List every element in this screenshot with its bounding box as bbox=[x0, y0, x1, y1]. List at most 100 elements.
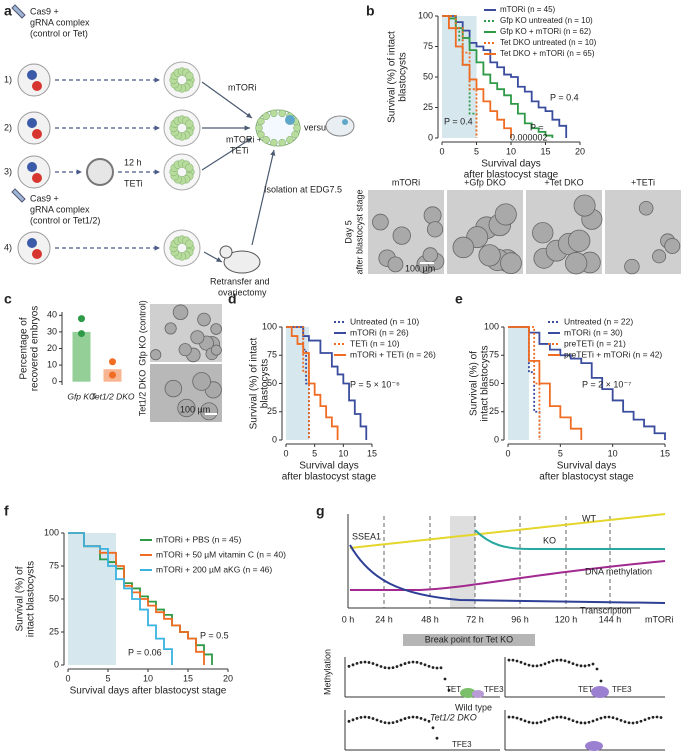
cell bbox=[255, 124, 263, 132]
methyl-dot bbox=[423, 718, 427, 722]
methyl-dot bbox=[527, 663, 531, 667]
legend-label: mTORi + PBS (n = 45) bbox=[156, 534, 242, 544]
methyl-dot bbox=[555, 658, 559, 662]
legend-label: preTETi (n = 21) bbox=[564, 338, 626, 348]
methyl-dot bbox=[435, 736, 439, 740]
x-tick-label: 5 bbox=[105, 673, 110, 683]
guide-text: Cas9 + bbox=[30, 193, 59, 203]
methyl-dot bbox=[535, 664, 539, 668]
methylation-axis: Methylation bbox=[322, 649, 332, 695]
row-label: 2) bbox=[4, 122, 12, 132]
arrow-head bbox=[246, 138, 252, 144]
methyl-dot bbox=[407, 716, 411, 719]
y-tick-label: 40 bbox=[47, 310, 57, 320]
methyl-dot bbox=[351, 663, 355, 667]
guide-text: (control or Tet1/2) bbox=[30, 215, 100, 225]
methyl-dot bbox=[639, 719, 643, 723]
y-axis-label: Survival (%) of intact bbox=[249, 337, 260, 429]
image-label: +Gfp DKO bbox=[464, 177, 506, 187]
y-axis-label: blastocysts bbox=[260, 359, 271, 408]
x-tick-label: 5 bbox=[474, 146, 479, 156]
embryo-image bbox=[172, 304, 189, 321]
x-tick-label: Tet1/2 DKO bbox=[90, 391, 134, 401]
panel-label: f bbox=[4, 503, 9, 519]
methyl-dot bbox=[411, 660, 415, 664]
y-tick-label: 0 bbox=[272, 434, 277, 444]
methyl-dot bbox=[599, 716, 603, 720]
tfe3-protein bbox=[585, 741, 603, 751]
x-tick-label: 0 bbox=[439, 146, 444, 156]
treatment-text: mTORi + bbox=[226, 134, 262, 144]
methyl-dot bbox=[355, 716, 359, 720]
x-tick-label: 5 bbox=[312, 448, 317, 458]
methyl-dot bbox=[659, 716, 663, 719]
embryo-image bbox=[197, 312, 211, 327]
tet-protein bbox=[460, 688, 476, 698]
x-tick-label: 10 bbox=[608, 448, 618, 458]
methyl-dot bbox=[387, 721, 391, 725]
annotation: P = 0.5 bbox=[200, 630, 229, 640]
embryo-image bbox=[567, 229, 591, 253]
tfe3-protein bbox=[472, 690, 484, 698]
time-tick-label: 0 h bbox=[342, 614, 355, 624]
survival-curve bbox=[286, 326, 368, 440]
embryo-image bbox=[423, 206, 442, 225]
treatment-text: mTORi bbox=[228, 82, 256, 92]
cell bbox=[293, 124, 301, 132]
methyl-dot bbox=[427, 719, 431, 723]
methyl-dot bbox=[407, 661, 411, 664]
methyl-dot bbox=[399, 718, 403, 722]
y-axis-label: blastocysts bbox=[398, 52, 409, 101]
zona bbox=[86, 158, 114, 186]
x-axis-label: after blastocyst stage bbox=[464, 170, 559, 181]
time-tick-label: 144 h bbox=[599, 614, 622, 624]
bar bbox=[72, 331, 91, 382]
x-axis-label: Survival days bbox=[299, 461, 358, 472]
methyl-dot bbox=[507, 658, 511, 662]
y-tick-label: 0 bbox=[494, 434, 499, 444]
image-label: Tet1/2 DKO bbox=[137, 370, 147, 417]
methyl-dot bbox=[507, 715, 511, 719]
methyl-dot bbox=[595, 718, 599, 721]
pronucleus bbox=[27, 162, 37, 172]
legend-label: mTORi + 50 µM vitamin C (n = 40) bbox=[156, 549, 286, 559]
methyl-dot bbox=[567, 717, 571, 721]
embryo-image bbox=[200, 402, 218, 421]
methyl-dot bbox=[379, 720, 383, 723]
panel-label: d bbox=[228, 291, 237, 307]
pipette bbox=[11, 188, 26, 203]
x-tick-label: 0 bbox=[505, 448, 510, 458]
time-tick-label: 24 h bbox=[375, 614, 393, 624]
methyl-dot bbox=[371, 717, 375, 720]
arrow-head bbox=[154, 169, 160, 175]
methyl-dot bbox=[603, 715, 607, 719]
image-side-label: after blastocyst stage bbox=[354, 189, 364, 274]
embryo-image bbox=[387, 256, 404, 273]
methyl-dot bbox=[531, 721, 535, 725]
embryo-image bbox=[150, 349, 162, 361]
scale-label: 100 µm bbox=[405, 263, 435, 273]
methyl-dot bbox=[655, 715, 659, 719]
methyl-dot bbox=[571, 662, 575, 666]
methyl-dot bbox=[567, 660, 571, 664]
image-label: mTORi bbox=[392, 177, 420, 187]
row-label: 1) bbox=[4, 74, 12, 84]
survival-curve bbox=[68, 532, 173, 665]
methyl-dot bbox=[367, 661, 371, 664]
curve-label: Transcription bbox=[580, 605, 632, 615]
embryo-image bbox=[164, 322, 177, 335]
embryo bbox=[163, 153, 201, 191]
mouse bbox=[223, 250, 261, 274]
cell bbox=[257, 117, 265, 126]
methyl-dot bbox=[607, 715, 611, 719]
embryo-image bbox=[422, 247, 438, 263]
methyl-dot bbox=[579, 664, 583, 668]
annotation: P = 5 × 10⁻⁶ bbox=[350, 379, 400, 389]
pipette bbox=[11, 4, 26, 19]
annotation: P = 0.4 bbox=[444, 116, 473, 126]
y-tick-label: 100 bbox=[262, 321, 277, 331]
y-axis-label: Percentage of bbox=[19, 317, 30, 379]
x-tick-label: 0 bbox=[283, 448, 288, 458]
x-tick-label: 5 bbox=[558, 448, 563, 458]
